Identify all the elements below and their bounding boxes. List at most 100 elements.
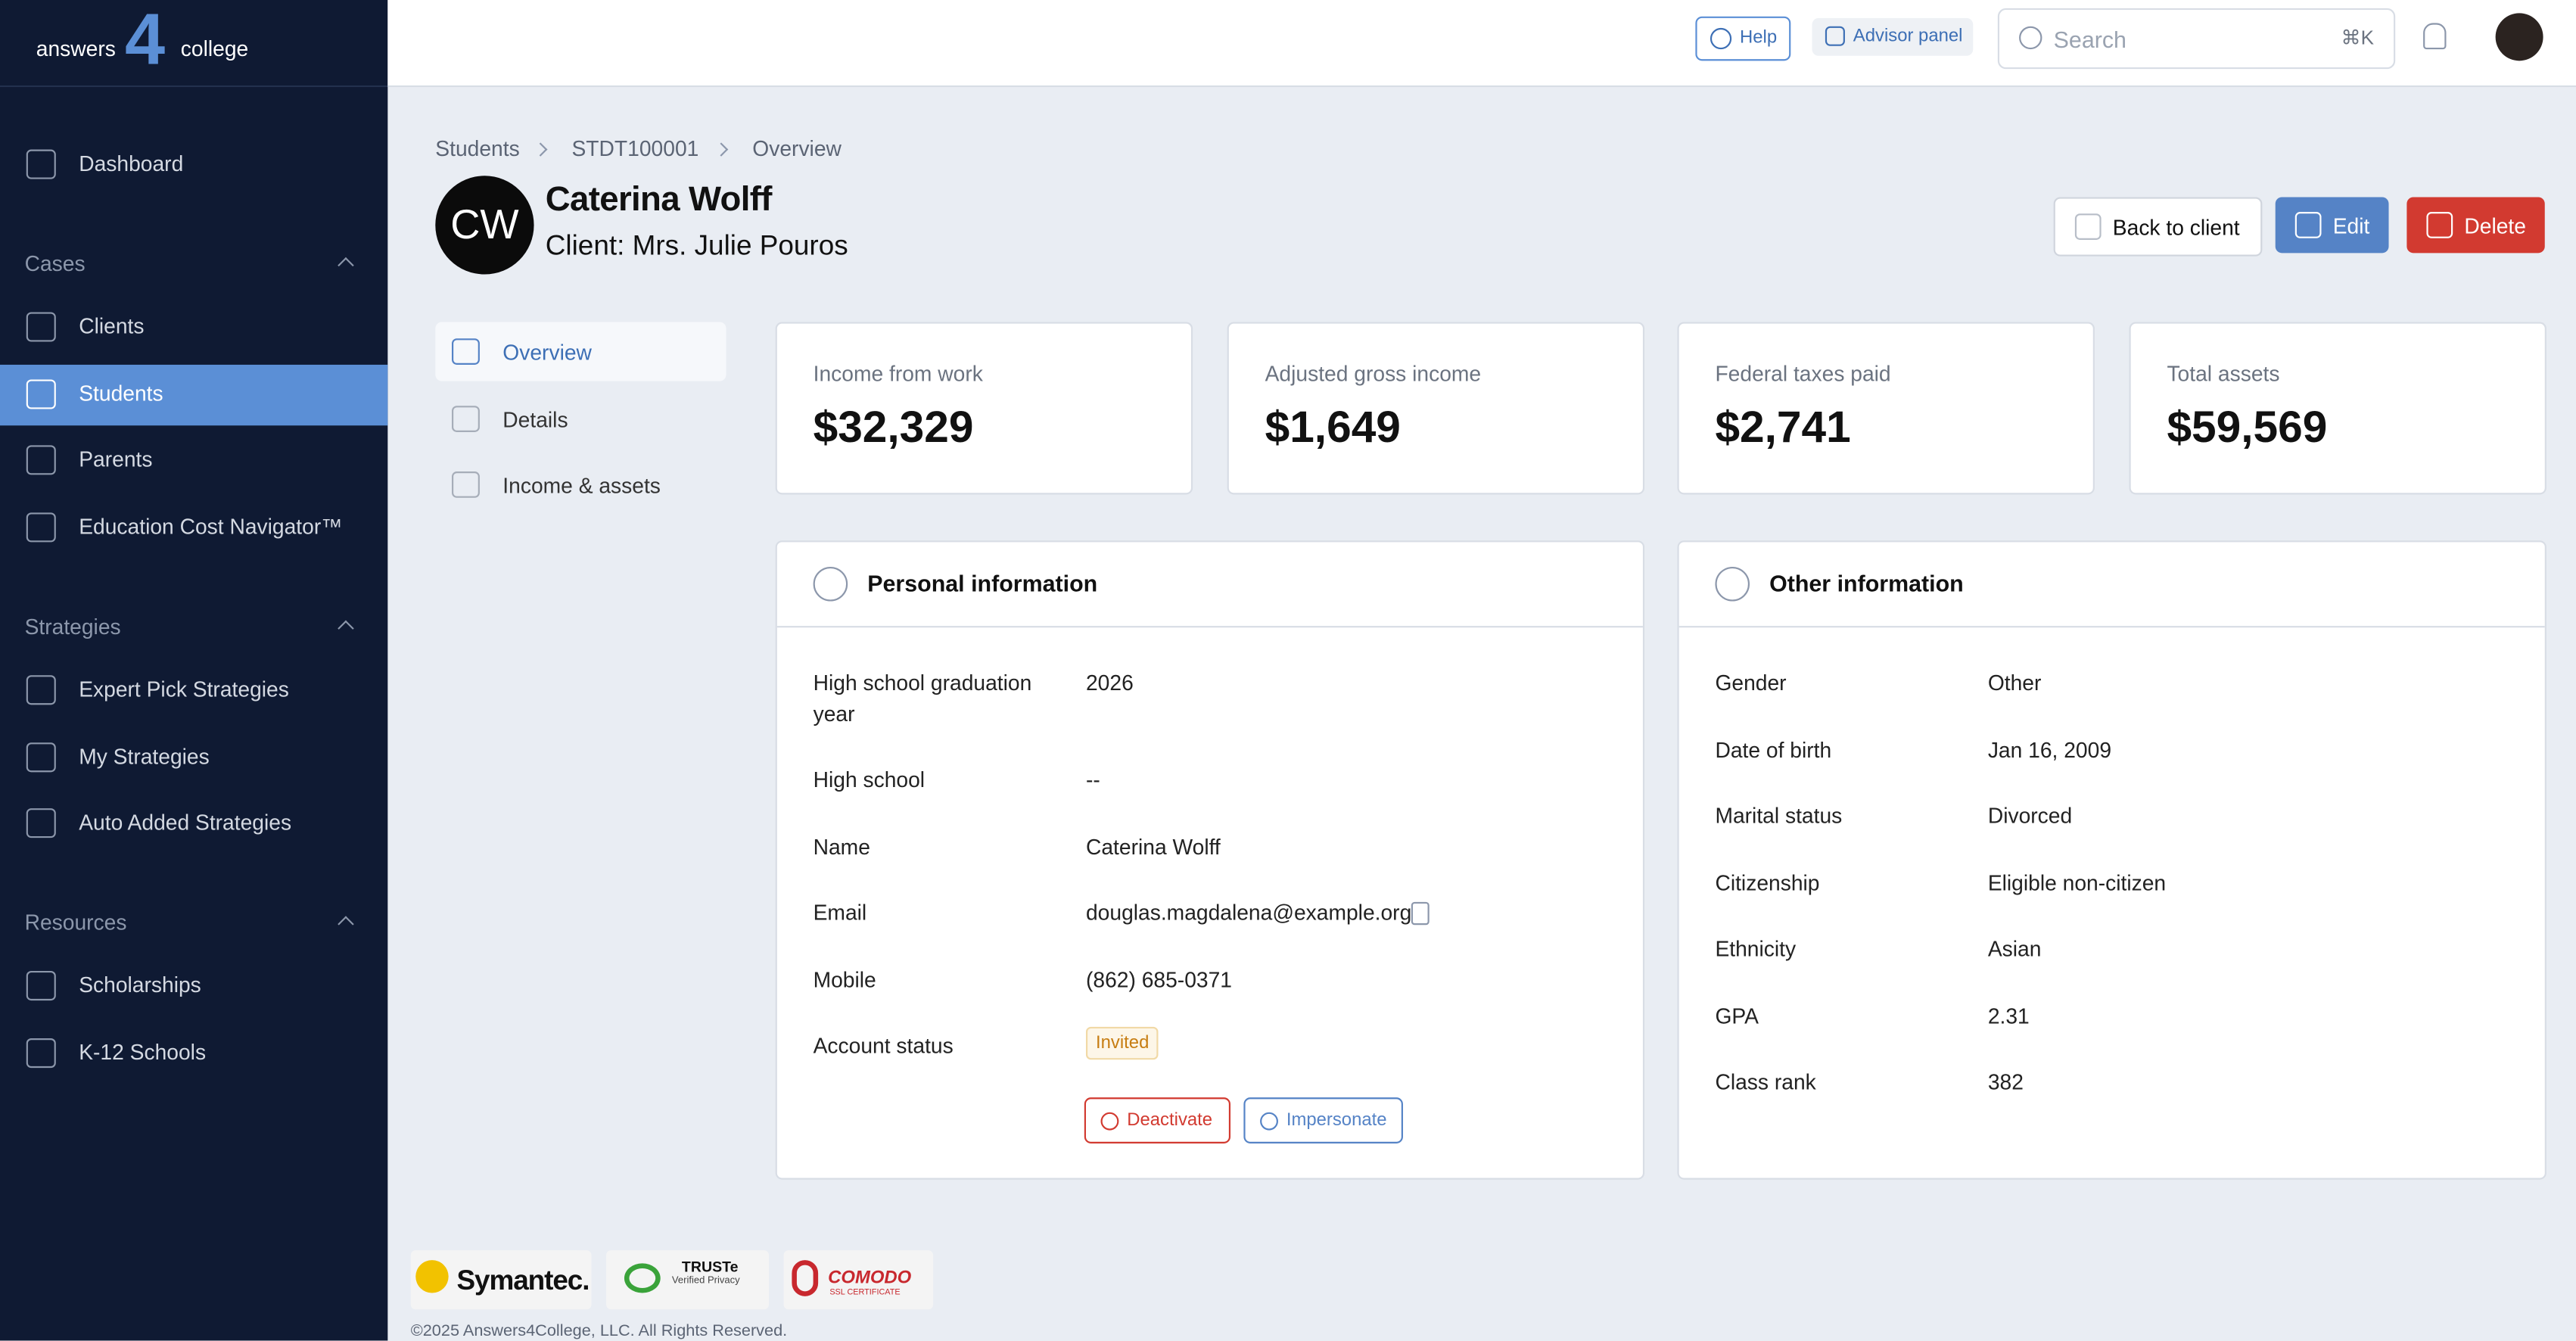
action-label: Edit — [2332, 213, 2370, 238]
row-label: High school — [813, 767, 926, 792]
info-card: Personal information High school graduati… — [775, 540, 1645, 1180]
nav-item[interactable]: My Strategies — [79, 743, 210, 768]
search-box[interactable]: Search ⌘K — [1997, 8, 2396, 70]
nav-item[interactable]: Expert Pick Strategies — [79, 677, 289, 702]
row-label: Email — [813, 900, 867, 926]
row-value: 382 — [1987, 1069, 2024, 1094]
search-placeholder: Search — [2053, 26, 2126, 53]
tab[interactable]: Details — [435, 388, 726, 447]
search-icon — [2019, 26, 2042, 50]
status-icon — [1100, 1112, 1119, 1131]
notifications[interactable] — [2423, 23, 2447, 50]
section-title[interactable]: Strategies — [24, 614, 121, 639]
row-value: Jan 16, 2009 — [1987, 737, 2112, 763]
icon — [26, 512, 56, 542]
row-value: Asian — [1987, 936, 2042, 961]
nav-item[interactable]: Students — [79, 380, 163, 406]
row-label: Ethnicity — [1715, 936, 1797, 961]
icon — [1825, 26, 1845, 46]
icon — [26, 675, 56, 705]
help-label: Help — [1740, 27, 1778, 48]
icon — [452, 405, 480, 431]
stat-value: $32,329 — [813, 402, 974, 453]
card-divider — [776, 626, 1643, 628]
action-button[interactable]: Edit — [2275, 197, 2389, 254]
stat-card: Adjusted gross income $1,649 — [1227, 322, 1645, 495]
row-label: Class rank — [1715, 1069, 1816, 1094]
sidebar: answers 4 college Dashboard Cases Clients Stud… — [0, 0, 388, 1341]
action-button[interactable]: Back to client — [2053, 197, 2263, 257]
tab[interactable]: Income & assets — [435, 455, 726, 514]
status-action-label: Deactivate — [1127, 1110, 1213, 1131]
badge-text: TRUSTe — [681, 1258, 739, 1275]
status-icon — [1260, 1112, 1278, 1131]
tab-label: Overview — [502, 340, 592, 365]
tab-label: Income & assets — [502, 473, 661, 498]
user-avatar[interactable] — [2495, 13, 2543, 61]
badge-subtext: Verified Privacy — [671, 1276, 740, 1287]
stat-value: $1,649 — [1265, 402, 1401, 453]
row-value: 2026 — [1085, 670, 1134, 695]
advisor-button[interactable]: Advisor panel — [1812, 17, 1974, 56]
nav-item[interactable]: Clients — [79, 313, 145, 339]
badge-subtext: SSL CERTIFICATE — [829, 1288, 901, 1299]
divider — [0, 85, 388, 88]
row-value: (862) 685-0371 — [1085, 967, 1232, 993]
status-action[interactable]: Deactivate — [1084, 1097, 1231, 1143]
icon — [26, 149, 56, 179]
row-value: 2.31 — [1987, 1003, 2030, 1028]
client-name: Client: Mrs. Julie Pouros — [545, 229, 848, 262]
icon — [2426, 212, 2453, 238]
row-label: Citizenship — [1715, 870, 1820, 896]
icon — [26, 808, 56, 839]
icon — [2294, 212, 2322, 238]
copy-button[interactable] — [1411, 901, 1430, 926]
card-icon — [813, 566, 848, 602]
trust-badge: Symantec. — [410, 1250, 592, 1310]
icon — [2074, 213, 2102, 240]
card-title: Other information — [1769, 570, 1964, 597]
nav-item[interactable]: Auto Added Strategies — [79, 810, 292, 835]
stat-card: Federal taxes paid $2,741 — [1677, 322, 2095, 495]
nav-item[interactable]: Parents — [79, 446, 153, 472]
card-divider — [1678, 626, 2545, 628]
tab[interactable]: Overview — [435, 322, 726, 381]
status-action[interactable]: Impersonate — [1243, 1097, 1403, 1143]
row-label: GPA — [1715, 1003, 1759, 1028]
student-name: Caterina Wolff — [545, 180, 773, 219]
row-value: Other — [1987, 670, 2042, 695]
action-button[interactable]: Delete — [2406, 197, 2545, 254]
logo-text: answers — [36, 36, 116, 61]
help-button[interactable]: Help — [1695, 16, 1791, 61]
icon — [26, 378, 56, 409]
card-title: Personal information — [867, 570, 1098, 597]
nav-item[interactable]: Dashboard — [79, 151, 184, 176]
nav-item[interactable]: K-12 Schools — [79, 1039, 207, 1064]
row-label: Name — [813, 834, 870, 860]
active-bg — [0, 363, 388, 425]
shortcut: ⌘K — [2341, 26, 2375, 50]
icon — [26, 312, 56, 342]
badge-logo — [792, 1260, 819, 1296]
icon — [26, 1037, 56, 1068]
breadcrumb-item[interactable]: Students — [435, 136, 520, 161]
nav-item[interactable]: Education Cost Navigator™ — [79, 513, 343, 538]
trust-badge: COMODO SSL CERTIFICATE — [783, 1250, 934, 1310]
stat-card: Income from work $32,329 — [775, 322, 1193, 495]
section-title[interactable]: Resources — [24, 910, 127, 935]
logo-text: college — [180, 36, 249, 61]
stat-card: Total assets $59,569 — [2129, 322, 2546, 495]
breadcrumb-item[interactable]: STDT100001 — [571, 136, 699, 161]
row-value: Divorced — [1987, 803, 2073, 829]
nav-item[interactable]: Scholarships — [79, 972, 201, 997]
breadcrumb-sep — [534, 142, 548, 157]
icon — [452, 338, 480, 365]
breadcrumb-item: Overview — [752, 136, 842, 161]
avatar: CW — [435, 176, 534, 275]
topbar: Help Advisor panel Search ⌘K — [387, 0, 2576, 88]
advisor-label: Advisor panel — [1853, 26, 1963, 46]
section-title[interactable]: Cases — [24, 251, 86, 276]
card-icon — [1715, 566, 1750, 602]
info-card: Other information Gender Other Date of birt… — [1677, 540, 2546, 1180]
